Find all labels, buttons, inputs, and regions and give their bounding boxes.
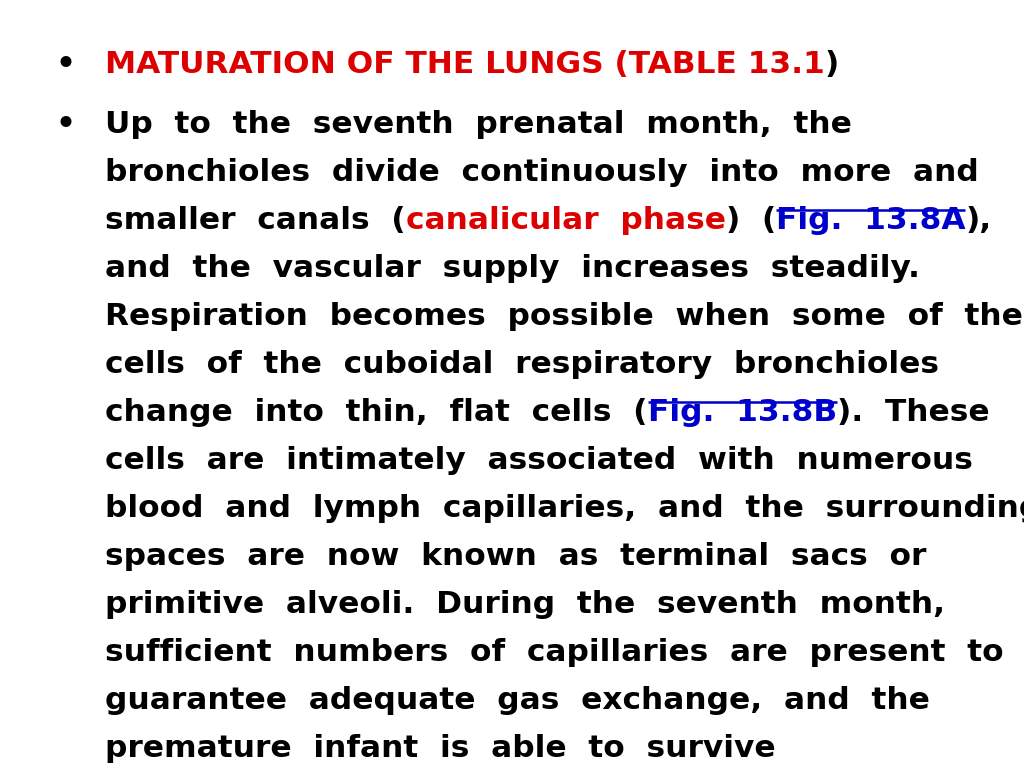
Text: canalicular  phase: canalicular phase bbox=[406, 206, 726, 235]
Text: cells  of  the  cuboidal  respiratory  bronchioles: cells of the cuboidal respiratory bronch… bbox=[105, 350, 939, 379]
Text: sufficient  numbers  of  capillaries  are  present  to: sufficient numbers of capillaries are pr… bbox=[105, 638, 1004, 667]
Text: change  into  thin,  flat  cells  (: change into thin, flat cells ( bbox=[105, 398, 647, 427]
Text: Fig.  13.8A: Fig. 13.8A bbox=[776, 206, 966, 235]
Text: •: • bbox=[55, 50, 75, 79]
Text: primitive  alveoli.  During  the  seventh  month,: primitive alveoli. During the seventh mo… bbox=[105, 590, 945, 619]
Text: ),: ), bbox=[966, 206, 991, 235]
Text: guarantee  adequate  gas  exchange,  and  the: guarantee adequate gas exchange, and the bbox=[105, 686, 930, 715]
Text: and  the  vascular  supply  increases  steadily.: and the vascular supply increases steadi… bbox=[105, 254, 920, 283]
Text: MATURATION OF THE LUNGS (TABLE 13.1: MATURATION OF THE LUNGS (TABLE 13.1 bbox=[105, 50, 824, 79]
Text: Fig.  13.8B: Fig. 13.8B bbox=[647, 398, 837, 427]
Text: smaller  canals  (: smaller canals ( bbox=[105, 206, 406, 235]
Text: •: • bbox=[55, 110, 75, 139]
Text: Respiration  becomes  possible  when  some  of  the: Respiration becomes possible when some o… bbox=[105, 302, 1023, 331]
Text: spaces  are  now  known  as  terminal  sacs  or: spaces are now known as terminal sacs or bbox=[105, 542, 927, 571]
Text: premature  infant  is  able  to  survive: premature infant is able to survive bbox=[105, 734, 775, 763]
Text: blood  and  lymph  capillaries,  and  the  surrounding: blood and lymph capillaries, and the sur… bbox=[105, 494, 1024, 523]
Text: bronchioles  divide  continuously  into  more  and: bronchioles divide continuously into mor… bbox=[105, 158, 979, 187]
Text: cells  are  intimately  associated  with  numerous: cells are intimately associated with num… bbox=[105, 446, 973, 475]
Text: Up  to  the  seventh  prenatal  month,  the: Up to the seventh prenatal month, the bbox=[105, 110, 852, 139]
Text: ).  These: ). These bbox=[837, 398, 989, 427]
Text: )  (: ) ( bbox=[726, 206, 776, 235]
Text: ): ) bbox=[824, 50, 839, 79]
